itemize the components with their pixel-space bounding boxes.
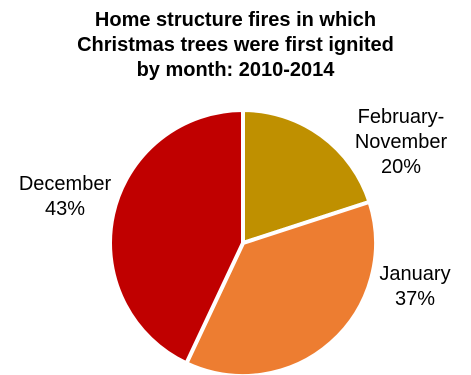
slice-value-december: 43%: [44, 198, 86, 220]
chart-title-line-1: Home structure fires in which: [94, 9, 377, 31]
slice-label-december-line-1: December: [18, 173, 112, 195]
slice-label-december: December 43%: [2, 172, 128, 222]
slice-label-february-november-line-2: November: [354, 131, 448, 153]
slice-value-february-november: 20%: [380, 156, 422, 178]
slice-value-january: 37%: [394, 288, 436, 310]
pie-slice-december: [108, 108, 245, 366]
chart-title-line-3: by month: 2010-2014: [136, 59, 335, 81]
slice-label-january: January 37%: [372, 262, 458, 312]
pie-slice-february-november: [241, 108, 372, 245]
slice-label-february-november: February- November 20%: [335, 105, 467, 180]
chart-title-line-2: Christmas trees were first ignited: [77, 34, 394, 56]
slice-label-january-line-1: January: [379, 263, 451, 285]
chart-title: Home structure fires in which Christmas …: [0, 8, 471, 83]
slice-label-february-november-line-1: February-: [357, 106, 445, 128]
